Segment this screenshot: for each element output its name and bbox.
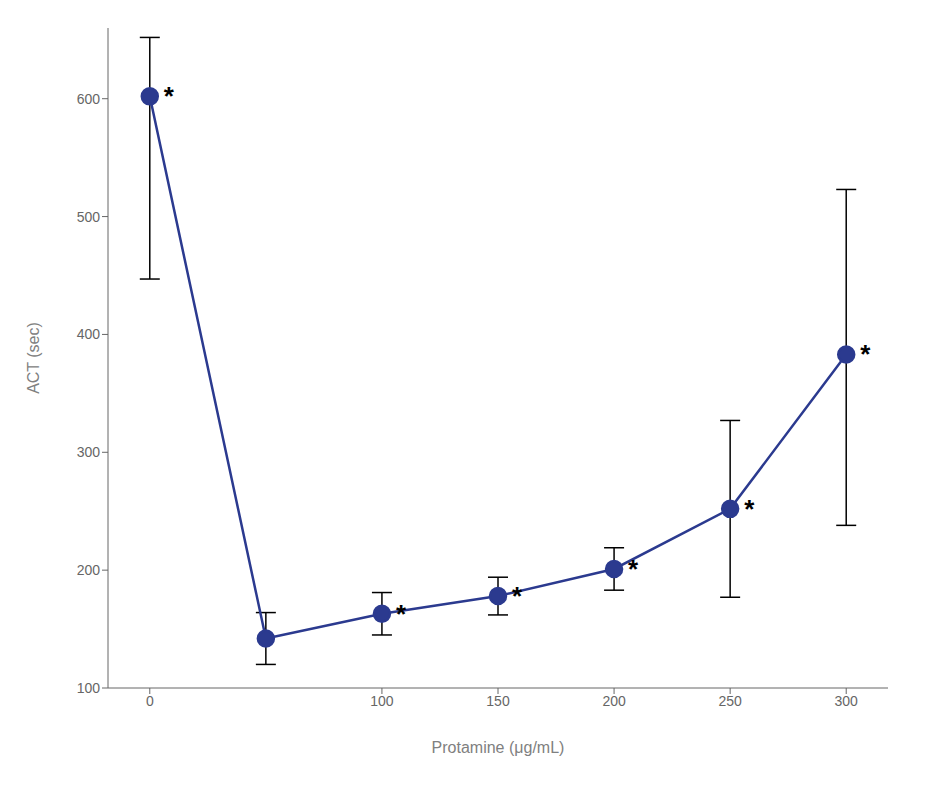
svg-text:*: * [512, 581, 523, 611]
svg-text:500: 500 [77, 209, 101, 225]
svg-text:*: * [164, 81, 175, 111]
svg-text:150: 150 [486, 693, 510, 709]
svg-text:250: 250 [718, 693, 742, 709]
svg-text:Protamine (μg/mL): Protamine (μg/mL) [432, 739, 565, 756]
svg-text:ACT (sec): ACT (sec) [25, 322, 42, 394]
svg-text:200: 200 [602, 693, 626, 709]
svg-text:*: * [396, 599, 407, 629]
svg-text:300: 300 [77, 444, 101, 460]
svg-text:*: * [860, 339, 871, 369]
svg-text:*: * [628, 554, 639, 584]
svg-text:100: 100 [77, 680, 101, 696]
svg-text:400: 400 [77, 326, 101, 342]
svg-text:0: 0 [146, 693, 154, 709]
svg-text:600: 600 [77, 91, 101, 107]
svg-text:200: 200 [77, 562, 101, 578]
svg-text:300: 300 [835, 693, 859, 709]
svg-text:*: * [744, 494, 755, 524]
svg-text:100: 100 [370, 693, 394, 709]
